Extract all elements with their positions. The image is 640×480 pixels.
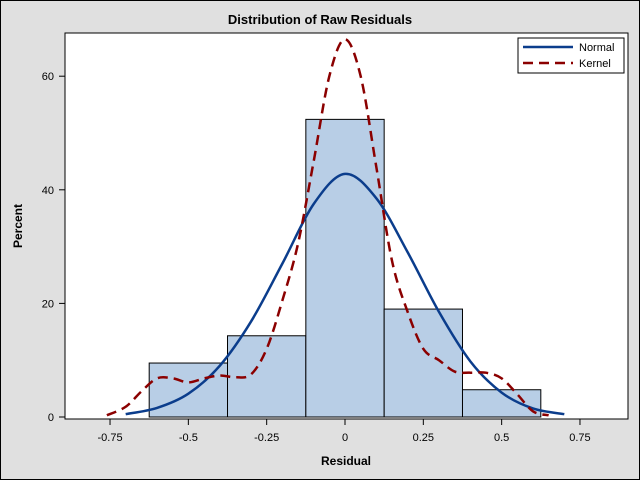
x-tick-label: 0.5 bbox=[494, 432, 509, 444]
histogram-bar bbox=[383, 308, 463, 418]
x-tick-label: 0.75 bbox=[569, 432, 590, 444]
y-tick-label: 20 bbox=[42, 298, 54, 310]
x-axis-label: Residual bbox=[321, 454, 371, 468]
x-tick-label: -0.25 bbox=[254, 432, 279, 444]
normal-curve bbox=[125, 172, 565, 416]
x-tick-label: 0 bbox=[342, 432, 348, 444]
legend-normal-label: Normal bbox=[579, 42, 614, 54]
x-tick-label: -0.75 bbox=[97, 432, 122, 444]
x-tick-label: 0.25 bbox=[413, 432, 434, 444]
chart-title: Distribution of Raw Residuals bbox=[227, 12, 413, 27]
x-axis: -0.75 -0.5 -0.25 0 0.25 0.5 0.75 bbox=[97, 419, 591, 444]
y-tick-label: 40 bbox=[42, 185, 54, 197]
y-axis-label: Percent bbox=[11, 204, 25, 248]
legend-kernel-label: Kernel bbox=[579, 58, 611, 70]
histogram-bar bbox=[461, 389, 542, 418]
histogram-bars bbox=[148, 118, 542, 418]
kernel-curve bbox=[106, 38, 549, 417]
legend: Normal Kernel bbox=[517, 37, 625, 74]
y-tick-label: 60 bbox=[42, 71, 54, 83]
y-tick-label: 0 bbox=[48, 412, 54, 424]
y-axis: 0 20 40 60 bbox=[42, 71, 65, 424]
density-curves bbox=[106, 38, 565, 417]
histogram-bar bbox=[305, 118, 385, 418]
x-tick-label: -0.5 bbox=[179, 432, 198, 444]
